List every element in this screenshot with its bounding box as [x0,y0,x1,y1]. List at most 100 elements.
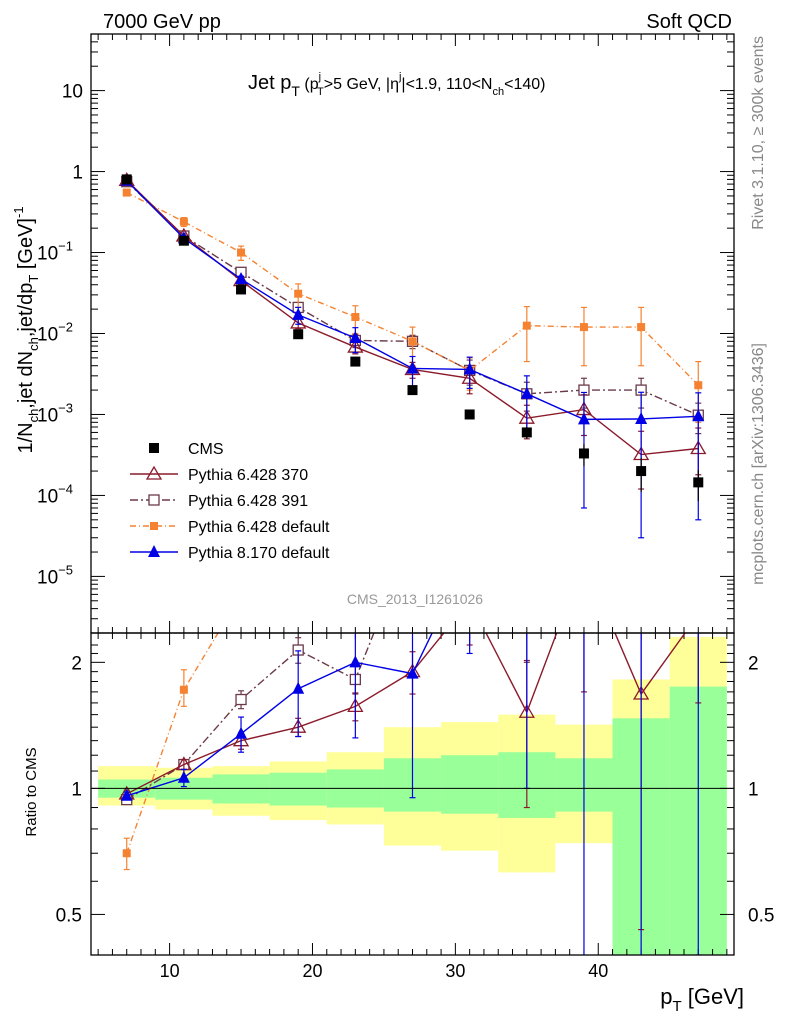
main-point-cms [464,409,475,420]
ratio-y-tick-label-right: 1 [748,779,759,800]
legend: CMS Pythia 6.428 370 Pythia 6.428 391 Pythi… [130,441,330,562]
legend-item-cms: CMS [149,441,224,458]
ratio-y-tick-label-right: 2 [748,653,759,674]
ratio-series-p8 [120,548,702,955]
legend-label-cms: CMS [188,441,224,458]
main-point-p8 [406,361,419,374]
ratio-point-p64def [179,685,188,694]
main-point-p370 [290,314,307,329]
ratio-y-axis-label: Ratio to CMS [23,747,40,836]
main-point-p64def [122,188,131,197]
main-point-cms [236,284,247,295]
legend-item-p64def: Pythia 6.428 default [130,519,330,536]
ratio-point-p370 [577,554,591,566]
tick-labels: 10 20 30 40 10 1 10−1 10−2 10−3 10−4 10−5 0.5 0.5 1 1 2… [37,82,774,981]
main-line-p370 [126,179,699,456]
main-point-cms [693,477,704,488]
legend-marker-cms [149,443,159,453]
main-point-cms [407,385,418,396]
y-tick-label: 10−1 [37,239,73,265]
main-point-p8 [577,412,590,425]
plot-title: Jet pT (pj T>5 GeV, |ηj|<1.9, 110<Nch<140… [248,71,545,99]
y-tick-label: 10−2 [37,320,73,346]
ratio-series-p64def [122,40,702,871]
ratio-point-p8 [406,666,419,679]
main-point-p8 [349,330,362,343]
ratio-point-p64def [237,591,245,599]
main-point-p8 [692,409,705,422]
ratio-line-p391 [126,633,375,801]
ratio-point-p64def [122,849,131,858]
main-point-p64def [522,321,531,330]
main-line-p64def [126,191,699,386]
main-point-p64def [579,323,588,332]
ratio-point-p64def [637,40,645,48]
ratio-point-p64def [466,557,474,565]
ratio-point-p64def [694,280,702,288]
ratio-point-p8 [464,548,476,560]
legend-label-p64def: Pythia 6.428 default [188,519,330,536]
ratio-y-tick-label: 0.5 [56,905,82,926]
green-band-bin [269,772,327,806]
x-tick-label: 10 [160,961,180,981]
main-point-cms [578,448,589,459]
main-point-p64def [179,217,188,226]
rivet-version-label: Rivet 3.1.10, ≥ 300k events [750,36,767,230]
ratio-y-tick-label: 2 [71,653,82,674]
y-tick-label: 10−5 [37,562,73,588]
ratio-point-p391 [465,556,475,566]
main-point-p64def [237,248,246,257]
y-tick-label: 10−4 [37,481,73,507]
ratio-point-p8 [120,788,133,801]
ratio-point-p64def [294,573,302,581]
ratio-point-p8 [349,655,362,668]
ratio-point-p8 [292,681,305,694]
main-point-cms [521,427,532,438]
header-left: 7000 GeV pp [103,11,221,33]
ratio-plot-frame [90,632,735,956]
mcplots-label: mcplots.cern.ch [arXiv:1306.3436] [750,343,767,585]
ratio-point-p64def [580,133,588,141]
y-tick-label: 10−3 [37,400,73,426]
legend-label-p8: Pythia 8.170 default [188,545,330,562]
y-tick-label: 1 [72,163,83,184]
legend-marker-p391 [148,494,160,506]
main-point-p8 [292,307,305,320]
x-tick-label: 40 [588,961,608,981]
ratio-point-p64def [409,532,417,540]
x-tick-label: 20 [302,961,322,981]
main-point-p64def [408,337,417,346]
main-point-p64def [694,381,703,390]
main-point-p8 [635,411,648,424]
ratio-point-p391 [522,584,532,594]
main-point-cms [121,174,132,185]
ratio-point-p391 [408,531,418,541]
green-band-bin [441,755,499,814]
ratio-point-p391 [235,693,247,706]
legend-item-p370: Pythia 6.428 370 [130,465,308,484]
legend-label-p391: Pythia 6.428 391 [188,493,308,510]
green-band-bin [212,774,270,804]
ratio-point-p64def [523,240,531,248]
main-point-cms [350,356,361,367]
ratio-plot-series [118,40,705,955]
ratio-point-p370 [691,608,705,620]
x-axis-label: pT [GeV] [660,984,744,1015]
main-series-cms [121,174,704,502]
main-series-p64def [122,188,703,423]
analysis-watermark: CMS_2013_I1261026 [347,591,483,607]
main-point-p8 [520,386,533,399]
main-point-cms [178,235,189,246]
ratio-point-p64def [351,551,359,559]
main-y-axis-label: 1/Nch,jet dNch,jet/dpT [GeV]-1 [11,206,41,453]
main-point-p8 [463,362,476,375]
main-point-p8 [235,272,248,285]
legend-marker-p370 [145,465,163,480]
legend-item-p391: Pythia 6.428 391 [130,493,308,510]
header-right: Soft QCD [646,11,732,33]
x-tick-label: 30 [445,961,465,981]
ratio-point-p8 [235,726,248,739]
ratio-point-p8 [521,582,533,594]
main-point-p64def [351,312,360,321]
